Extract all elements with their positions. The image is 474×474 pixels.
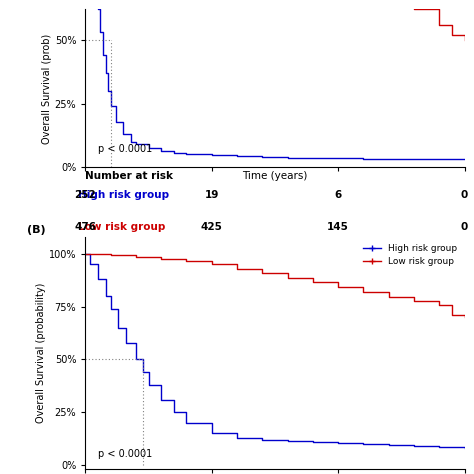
Text: 19: 19 [205, 190, 219, 200]
Text: 252: 252 [74, 190, 96, 200]
Text: High risk group: High risk group [78, 190, 169, 200]
Y-axis label: Overall Survival (probability): Overall Survival (probability) [36, 283, 46, 423]
Text: (B): (B) [27, 225, 45, 235]
Text: p < 0.0001: p < 0.0001 [98, 448, 152, 458]
Text: 476: 476 [74, 222, 96, 232]
Text: Low risk group: Low risk group [78, 222, 165, 232]
Text: 425: 425 [201, 222, 223, 232]
Text: 0: 0 [461, 190, 468, 200]
Text: Time (years): Time (years) [242, 171, 308, 181]
Text: p < 0.0001: p < 0.0001 [98, 144, 152, 154]
Y-axis label: Overall Survival (prob): Overall Survival (prob) [42, 33, 52, 144]
Legend: High risk group, Low risk group: High risk group, Low risk group [360, 242, 460, 269]
Text: 145: 145 [327, 222, 349, 232]
Text: 0: 0 [461, 222, 468, 232]
Text: 6: 6 [335, 190, 342, 200]
Text: Number at risk: Number at risk [85, 171, 173, 181]
